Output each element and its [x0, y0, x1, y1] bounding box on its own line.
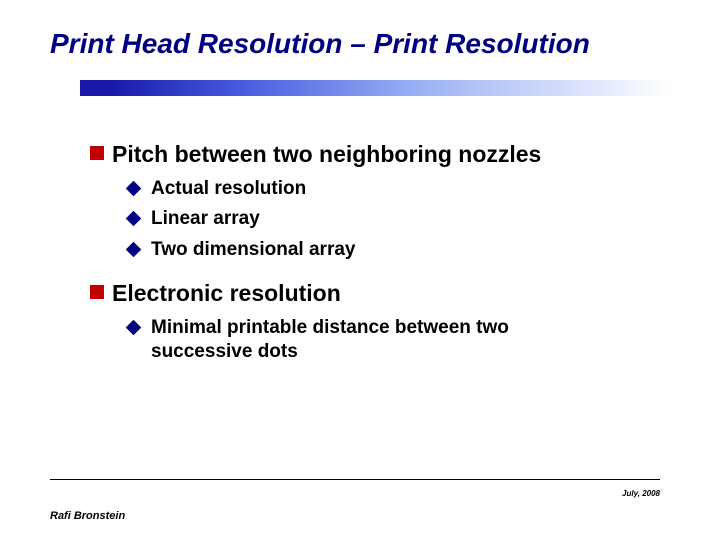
- bullet-l1: Electronic resolution: [90, 279, 680, 308]
- diamond-bullet-icon: [126, 242, 142, 258]
- content-area: Pitch between two neighboring nozzles Ac…: [90, 130, 680, 371]
- footer-divider: [50, 479, 660, 480]
- bullet-l2: Minimal printable distance between two s…: [126, 316, 680, 365]
- bar-solid-segment: [80, 80, 108, 96]
- bullet-l1: Pitch between two neighboring nozzles: [90, 140, 680, 169]
- bullet-l2-text: Linear array: [151, 207, 260, 232]
- diamond-bullet-icon: [126, 319, 142, 335]
- bullet-l1-text: Electronic resolution: [112, 279, 341, 308]
- bullet-l2: Two dimensional array: [126, 238, 680, 263]
- footer-date: July, 2008: [622, 489, 660, 498]
- title-underline-bar: [80, 80, 670, 96]
- bullet-l2-text: Two dimensional array: [151, 238, 355, 263]
- page-title: Print Head Resolution – Print Resolution: [50, 28, 700, 60]
- footer-author: Rafi Bronstein: [50, 510, 125, 522]
- square-bullet-icon: [90, 146, 104, 160]
- bullet-l2: Linear array: [126, 207, 680, 232]
- square-bullet-icon: [90, 285, 104, 299]
- bullet-l2: Actual resolution: [126, 177, 680, 202]
- slide: Print Head Resolution – Print Resolution…: [0, 0, 720, 540]
- bullet-l2-text: Actual resolution: [151, 177, 306, 202]
- diamond-bullet-icon: [126, 211, 142, 227]
- bar-gradient-segment: [108, 80, 670, 96]
- bullet-l1-text: Pitch between two neighboring nozzles: [112, 140, 541, 169]
- diamond-bullet-icon: [126, 180, 142, 196]
- bullet-l2-text: Minimal printable distance between two s…: [151, 316, 611, 365]
